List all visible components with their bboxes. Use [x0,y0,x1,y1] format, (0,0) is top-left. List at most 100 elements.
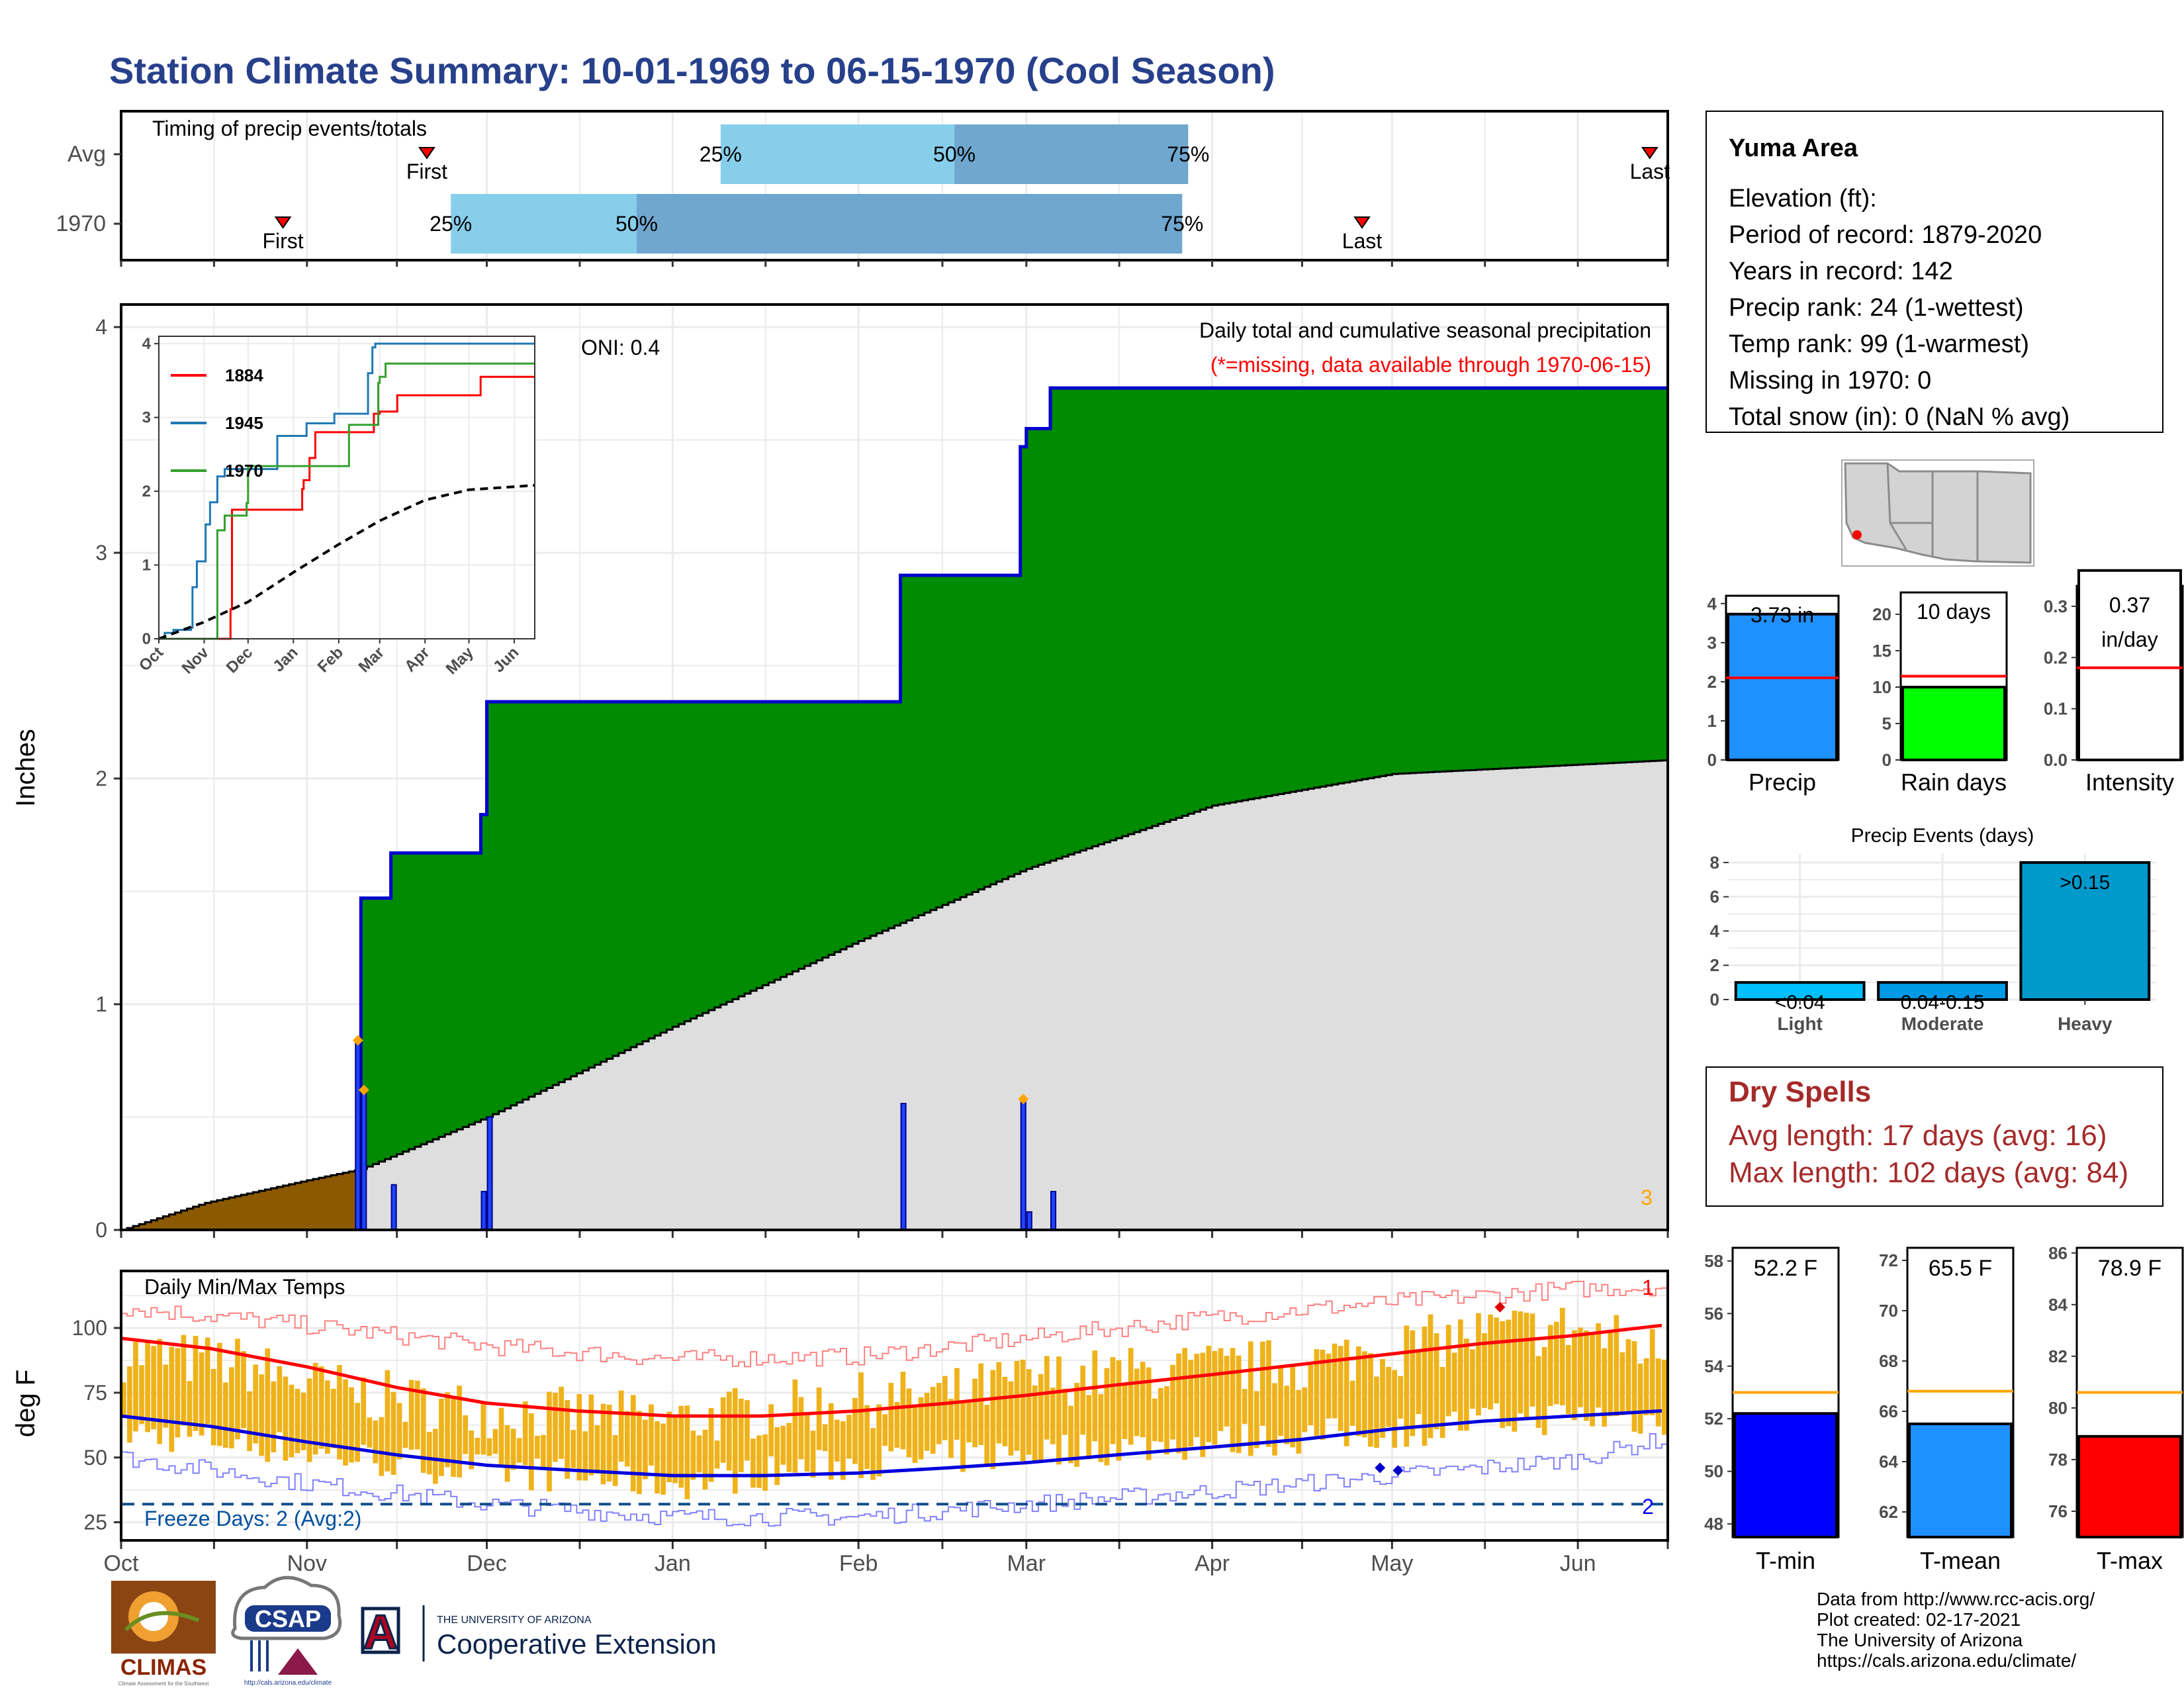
stat-panel-precip: 0 1 2 3 4 3.73 in Precip [1707,594,1840,796]
daily-temp-bar [954,1368,960,1440]
stat-y-tick-label: 15 [1872,641,1891,661]
inset-legend: 1884 1945 1970 [171,365,263,481]
last-label: Last [1342,229,1383,253]
daily-temp-bar [1637,1363,1643,1434]
stat-y-tick-label: 0.2 [2044,647,2068,667]
daily-temp-bar [1655,1358,1661,1427]
events-x-tick-label: Light [1777,1013,1822,1034]
daily-temp-bar [169,1346,175,1452]
daily-temp-bar [1020,1359,1026,1462]
daily-temp-bar [1392,1370,1398,1448]
ua-logo-letter: A [363,1606,398,1659]
daily-temp-bar [216,1342,222,1446]
daily-temp-bar [732,1388,738,1494]
daily-temp-bar [1158,1387,1163,1442]
daily-temp-bar [774,1427,780,1485]
daily-temp-bar [786,1423,792,1472]
daily-temp-bar [318,1366,324,1449]
precip-y-tick-label: 2 [95,767,107,790]
stat-value-label: 78.9 F [2098,1256,2161,1281]
stat-y-tick-label: 0 [1707,750,1717,770]
daily-temp-bar [1500,1321,1506,1429]
stat-value-bar [1727,612,1838,761]
precip-chart-subtitle: (*=missing, data available through 1970-… [1210,353,1651,377]
daily-temp-bar [1218,1348,1224,1431]
daily-temp-bar [996,1362,1002,1444]
daily-temp-bar [696,1435,702,1473]
inset-frame [158,336,535,639]
daily-temp-bar [1457,1319,1463,1431]
daily-temp-bar [1578,1327,1583,1407]
daily-temp-bar [1506,1319,1512,1427]
station-period: Period of record: 1879-2020 [1729,221,2042,249]
timing-bar-early [720,124,955,184]
daily-temp-bar [1512,1310,1518,1432]
daily-temp-bar [541,1434,546,1468]
daily-temp-bar [331,1389,336,1448]
daily-temp-bar [984,1405,990,1465]
daily-temp-bar [1026,1369,1032,1455]
daily-temp-bar [1272,1383,1277,1456]
stat-y-tick-label: 3 [1707,633,1717,653]
daily-temp-bar [912,1406,918,1463]
temp-x-tick-label: May [1371,1551,1413,1576]
daily-temp-bar [1566,1344,1571,1415]
daily-temp-bar [222,1382,228,1448]
daily-temp-bar [684,1405,690,1499]
first-label: First [406,160,447,183]
precip-surplus-area [361,388,1668,1169]
stat-y-tick-label: 70 [1879,1301,1898,1321]
daily-temp-bar [1380,1359,1385,1438]
daily-temp-bar [1643,1358,1649,1416]
daily-temp-bar [942,1376,948,1440]
daily-temp-bar [1236,1355,1242,1454]
daily-temp-bar [1002,1376,1008,1446]
daily-temp-bar [1488,1314,1493,1410]
daily-temp-bar [1314,1349,1320,1436]
daily-temp-bar [175,1348,181,1438]
daily-temp-bar [157,1338,163,1444]
daily-temp-bar [1098,1394,1104,1462]
record-low-line [121,1433,1668,1527]
daily-temp-bar [768,1404,774,1456]
daily-temp-bar [930,1387,936,1454]
stat-y-tick-label: 54 [1704,1356,1723,1376]
daily-temp-bar [882,1414,888,1446]
daily-temp-bar [1080,1366,1086,1435]
daily-temp-bar [559,1386,564,1460]
daily-temp-bar [1590,1333,1595,1427]
daily-temp-bar [1619,1352,1625,1415]
events-y-tick-label: 8 [1710,853,1719,872]
dry-spells-title: Dry Spells [1729,1076,1871,1108]
daily-temp-bar [1062,1388,1068,1435]
credits: Data from http://www.rcc-acis.org/ Plot … [1817,1589,2095,1671]
stat-y-tick-label: 20 [1872,604,1891,624]
daily-temp-bar [678,1405,684,1488]
stat-y-tick-label: 0.3 [2044,596,2068,616]
precip-stat-panels: 0 1 2 3 4 3.73 in Precip 0 5 10 15 20 10 days Rain da… [1707,569,2184,796]
temp-y-label: deg F [11,1370,40,1437]
daily-precip-bar [1026,1211,1032,1231]
record-low-marker [1392,1465,1404,1476]
daily-temp-bar [522,1401,528,1466]
daily-temp-bar [1050,1387,1056,1444]
daily-temp-bar [1284,1385,1289,1444]
stat-y-tick-label: 62 [1879,1502,1898,1522]
normal-cumulative-line [361,759,1668,1170]
timing-label: Timing of precip events/totals [152,117,427,140]
daily-temp-bar [498,1407,504,1465]
precip-y-tick-label: 0 [95,1218,107,1242]
daily-temp-bar [1608,1331,1614,1417]
temp-y-tick-label: 25 [83,1511,107,1534]
daily-temp-bar [1212,1350,1218,1445]
stat-y-tick-label: 76 [2048,1501,2068,1521]
daily-temp-bar [247,1391,252,1452]
events-title: Precip Events (days) [1851,825,2034,847]
daily-temp-bar [726,1391,732,1471]
events-y-tick-label: 0 [1710,990,1719,1009]
event-bar [1734,981,1866,1002]
inset-legend-label: 1945 [225,413,263,433]
precip-y-tick-label: 3 [95,541,107,565]
daily-temp-bar [924,1393,930,1451]
